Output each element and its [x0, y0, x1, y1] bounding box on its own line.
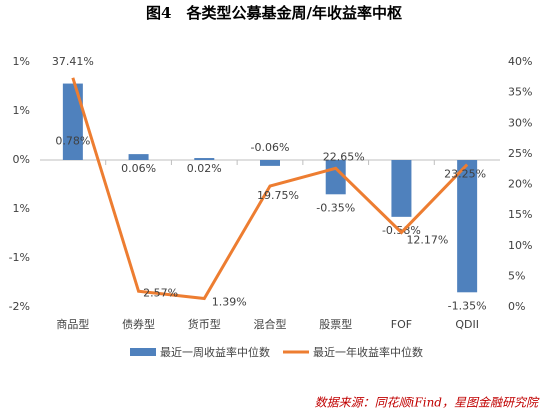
bar-label: 0.78%	[55, 135, 90, 148]
bar-label: 0.06%	[121, 162, 156, 175]
x-tick-label: 混合型	[254, 317, 287, 331]
bar-label: -0.06%	[251, 141, 290, 154]
bar	[62, 83, 83, 160]
source: 数据来源：同花顺iFind，星图金融研究院	[315, 396, 540, 410]
y2-tick-label: 10%	[508, 239, 532, 252]
line-label: 12.17%	[406, 233, 448, 246]
x-tick-label: FOF	[391, 318, 412, 331]
y-tick-label: 1%	[13, 104, 30, 117]
bar-label: 0.02%	[187, 162, 222, 175]
y-tick-label: 1%	[13, 202, 30, 215]
line-label: 1.39%	[212, 295, 247, 308]
bar	[260, 160, 280, 166]
y2-tick-label: 40%	[508, 55, 532, 68]
bar-label: -0.35%	[316, 201, 355, 214]
y2-tick-label: 30%	[508, 116, 532, 129]
y2-tick-label: 35%	[508, 86, 532, 99]
y-tick-label: -1%	[9, 251, 30, 264]
legend-swatch	[130, 348, 156, 356]
line-label: 23.25%	[444, 168, 486, 181]
bar	[391, 160, 412, 217]
y2-tick-label: 25%	[508, 147, 532, 160]
x-tick-label: 债券型	[122, 317, 155, 331]
bar-label: -1.35%	[448, 299, 487, 312]
line-label: 19.75%	[257, 189, 299, 202]
x-tick-label: 股票型	[319, 317, 352, 331]
y2-tick-label: 0%	[508, 300, 525, 313]
x-tick-label: QDII	[455, 318, 479, 331]
line-label: 2.57%	[143, 286, 178, 299]
line-label: 22.65%	[323, 150, 365, 163]
line	[71, 77, 469, 301]
y-tick-label: -2%	[9, 300, 30, 313]
y-tick-label: 0%	[13, 153, 30, 166]
y2-tick-label: 20%	[508, 178, 532, 191]
y-tick-label: 1%	[13, 55, 30, 68]
chart-title: 图4 各类型公募基金周/年收益率中枢	[146, 4, 402, 22]
y2-tick-label: 5%	[508, 269, 525, 282]
bar	[128, 154, 149, 160]
legend-label: 最近一年收益率中位数	[313, 345, 423, 359]
bar	[457, 160, 478, 293]
legend-label: 最近一周收益率中位数	[160, 345, 270, 359]
x-tick-label: 商品型	[56, 317, 89, 331]
x-tick-label: 货币型	[188, 317, 221, 331]
bar	[194, 158, 215, 160]
line-label: 37.41%	[52, 55, 94, 68]
y2-tick-label: 15%	[508, 208, 532, 221]
